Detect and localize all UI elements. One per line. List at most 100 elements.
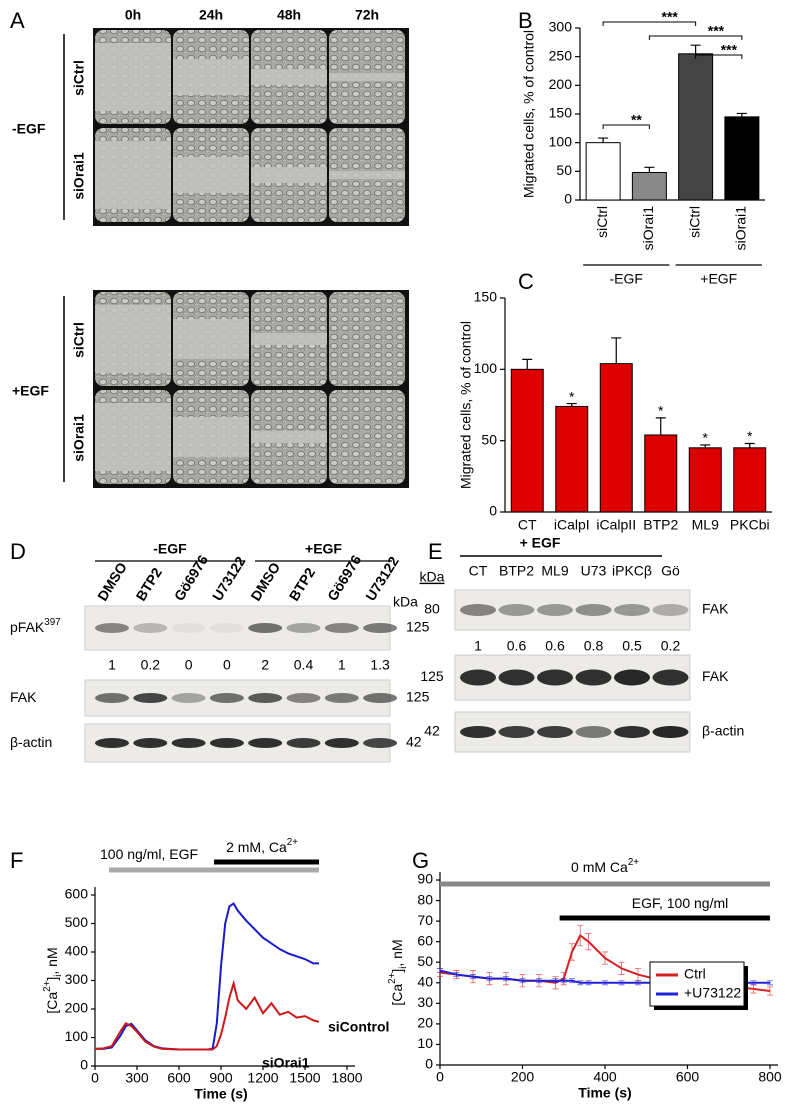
kda-value: 42 bbox=[406, 734, 422, 750]
group-label: + EGF bbox=[520, 535, 561, 551]
sirna-label: siOrai1 bbox=[71, 414, 87, 462]
text-part: β-actin bbox=[10, 734, 52, 750]
blot-band bbox=[133, 693, 168, 703]
x-tick-label: 0 bbox=[91, 1070, 99, 1086]
blot-band bbox=[95, 693, 129, 703]
text-part: ] bbox=[389, 969, 405, 973]
bar bbox=[510, 368, 544, 513]
timepoint-label: 0h bbox=[125, 7, 141, 23]
kda-value: 125 bbox=[406, 689, 430, 705]
y-tick-label: 60 bbox=[417, 932, 433, 948]
row-label: pFAK397 bbox=[10, 617, 61, 635]
y-tick-label: 20 bbox=[417, 1015, 433, 1031]
blot-band bbox=[614, 669, 650, 686]
bar bbox=[631, 171, 667, 201]
x-tick-label: 1800 bbox=[331, 1070, 362, 1086]
text-part: i bbox=[53, 975, 64, 977]
significance-label: * bbox=[703, 430, 709, 446]
x-tick-label: 1200 bbox=[247, 1070, 278, 1086]
text-part: 100 ng/ml, EGF bbox=[100, 846, 198, 862]
blot-band bbox=[652, 669, 689, 686]
y-tick-label: 50 bbox=[481, 431, 497, 447]
y-tick-label: 0 bbox=[80, 1057, 88, 1073]
timepoint-label: 48h bbox=[277, 7, 301, 23]
blot-band bbox=[575, 669, 612, 686]
lane-label: BTP2 bbox=[499, 563, 534, 579]
y-tick-label: 30 bbox=[417, 994, 433, 1010]
lane-label: Gö6976 bbox=[324, 552, 364, 604]
lane-label: DMSO bbox=[247, 559, 283, 603]
y-tick-label: 300 bbox=[549, 19, 573, 35]
x-tick-label: iCalpI bbox=[554, 517, 590, 533]
y-tick-label: 250 bbox=[549, 47, 573, 63]
x-tick-label: 600 bbox=[167, 1070, 191, 1086]
scratch-gap bbox=[251, 431, 327, 443]
x-axis-label: Time (s) bbox=[194, 1086, 247, 1102]
series-label: siOrai1 bbox=[262, 1055, 310, 1071]
blot-band bbox=[460, 669, 496, 686]
blot-band bbox=[537, 604, 573, 616]
sirna-label: siOrai1 bbox=[71, 152, 87, 200]
error-bar bbox=[700, 444, 711, 448]
blot-band bbox=[248, 693, 283, 703]
annotation-label: EGF, 100 ng/ml bbox=[632, 895, 729, 911]
condition-label: -EGF bbox=[12, 121, 46, 137]
significance-bracket bbox=[648, 35, 743, 40]
significance-label: *** bbox=[721, 42, 738, 58]
scratch-gap bbox=[329, 171, 405, 179]
x-tick-label: siCtrl bbox=[594, 206, 610, 238]
blot-band bbox=[171, 623, 206, 633]
scratch-gap bbox=[173, 59, 249, 95]
x-tick-label: iCalpII bbox=[596, 517, 636, 533]
y-tick-label: 150 bbox=[474, 289, 498, 305]
y-tick-label: 50 bbox=[556, 162, 572, 178]
panel-label: F bbox=[10, 848, 23, 873]
x-tick-label: siCtrl bbox=[686, 206, 702, 238]
y-tick-label: 100 bbox=[474, 360, 498, 376]
y-axis-label: Migrated cells, % of control bbox=[458, 321, 474, 489]
lane-label: Gö6976 bbox=[171, 552, 211, 604]
data-line bbox=[95, 902, 319, 1051]
blot-band bbox=[95, 623, 129, 633]
blot-band bbox=[537, 669, 573, 686]
quantification: 0 bbox=[185, 657, 193, 673]
quantification: 0.6 bbox=[545, 638, 565, 654]
data-line bbox=[94, 979, 320, 1051]
blot-band bbox=[537, 726, 573, 738]
text-part: [Ca bbox=[389, 984, 405, 1006]
kda-header: kDa bbox=[420, 569, 445, 585]
panel-label: G bbox=[412, 848, 429, 873]
y-axis-label: [Ca2+]i, nM bbox=[387, 939, 409, 1005]
y-tick-label: 80 bbox=[417, 891, 433, 907]
blot-band bbox=[324, 693, 359, 703]
text-part: 2+ bbox=[628, 857, 639, 868]
lane-label: ML9 bbox=[541, 563, 568, 579]
bar bbox=[644, 434, 678, 513]
blot-band bbox=[363, 693, 398, 703]
error-bar bbox=[598, 137, 609, 143]
y-tick-label: 40 bbox=[417, 973, 433, 989]
text-part: 2+ bbox=[387, 972, 398, 983]
quantification: 1 bbox=[108, 657, 116, 673]
y-tick-label: 500 bbox=[65, 914, 89, 930]
legend-label: Ctrl bbox=[684, 966, 706, 982]
bar bbox=[733, 447, 767, 513]
significance-label: *** bbox=[662, 9, 679, 25]
blot-band bbox=[614, 726, 650, 738]
annotation-label: 2 mM, Ca2+ bbox=[226, 837, 298, 855]
significance-bracket bbox=[602, 124, 650, 129]
x-tick-label: CT bbox=[518, 517, 537, 533]
quantification: 0.8 bbox=[584, 638, 604, 654]
bar bbox=[678, 53, 714, 201]
blot-band bbox=[460, 604, 496, 616]
x-tick-label: BTP2 bbox=[643, 517, 678, 533]
panel-label: A bbox=[10, 8, 25, 33]
y-tick-label: 0 bbox=[425, 1056, 433, 1072]
x-tick-label: 200 bbox=[511, 1069, 535, 1085]
error-bar bbox=[566, 402, 577, 407]
bar bbox=[599, 363, 633, 513]
blot-band bbox=[209, 623, 244, 633]
scratch-gap bbox=[95, 43, 171, 111]
kda-value: 42 bbox=[424, 723, 440, 739]
quantification: 0 bbox=[223, 657, 231, 673]
